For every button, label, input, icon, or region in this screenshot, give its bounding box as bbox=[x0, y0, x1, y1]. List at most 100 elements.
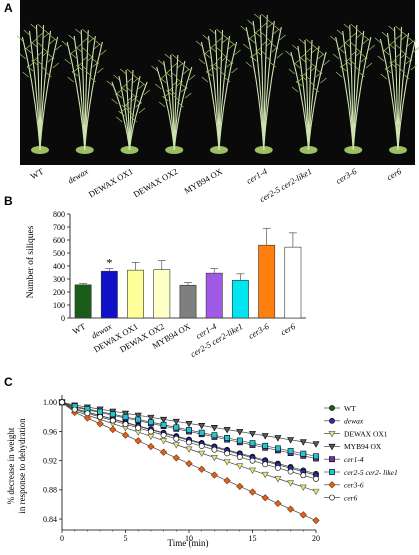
branch bbox=[81, 37, 88, 44]
branch bbox=[398, 67, 406, 74]
branch bbox=[209, 28, 216, 35]
branch bbox=[388, 40, 395, 47]
branch bbox=[323, 59, 331, 66]
branch bbox=[343, 23, 351, 30]
branch bbox=[272, 28, 280, 35]
branch bbox=[266, 22, 274, 29]
data-point bbox=[261, 494, 269, 502]
data-point bbox=[274, 476, 282, 483]
branch bbox=[119, 68, 127, 75]
data-point bbox=[185, 420, 193, 428]
branch bbox=[299, 56, 306, 63]
photo-label-4: MYB94 OX bbox=[182, 166, 224, 196]
data-point bbox=[299, 484, 307, 491]
line-y-axis-label-line1: % decrease in weight bbox=[6, 427, 16, 504]
branch bbox=[305, 38, 313, 45]
branch bbox=[394, 34, 402, 41]
branch bbox=[260, 13, 268, 20]
branch bbox=[317, 53, 324, 60]
branch bbox=[49, 38, 56, 45]
legend-marker-2 bbox=[328, 431, 336, 438]
line-x-tick-label: 0 bbox=[60, 534, 64, 543]
data-point bbox=[313, 476, 319, 482]
data-point bbox=[71, 406, 78, 413]
branch bbox=[358, 71, 365, 78]
bar-0 bbox=[74, 284, 92, 319]
legend-label-3: MYB94 OX bbox=[344, 442, 382, 451]
branch bbox=[47, 53, 55, 60]
legend-label-2: DEWAX OX1 bbox=[344, 429, 388, 438]
branch bbox=[26, 65, 34, 72]
data-point bbox=[186, 439, 192, 446]
bar-y-tick-label: 100 bbox=[53, 301, 65, 310]
stem bbox=[84, 41, 103, 151]
stem bbox=[397, 38, 417, 151]
branch bbox=[394, 43, 402, 50]
line-x-tick-label: 10 bbox=[185, 534, 193, 543]
panel-label-a: A bbox=[4, 1, 13, 15]
branch bbox=[99, 49, 107, 56]
branch bbox=[42, 47, 49, 54]
legend-label-5: cer2-5 cer2- like1 bbox=[344, 468, 398, 477]
bar-y-tick-label: 800 bbox=[53, 210, 65, 219]
branch bbox=[215, 46, 223, 53]
data-point bbox=[236, 463, 244, 470]
branch bbox=[80, 64, 88, 71]
data-point bbox=[249, 440, 256, 447]
photo-label-2: DEWAX OX1 bbox=[87, 166, 135, 199]
branch bbox=[36, 41, 44, 48]
data-point bbox=[121, 431, 130, 439]
line-x-tick-label: 5 bbox=[124, 534, 128, 543]
branch bbox=[374, 37, 382, 44]
branch bbox=[22, 71, 29, 78]
line-y-tick-label: 0.84 bbox=[43, 515, 57, 524]
branch bbox=[185, 92, 192, 99]
data-point bbox=[97, 413, 103, 420]
data-point bbox=[147, 442, 155, 451]
line-x-axis-label: Time (min) bbox=[168, 538, 209, 548]
data-point bbox=[224, 435, 230, 441]
photo-label-0: WT bbox=[29, 166, 46, 182]
branch bbox=[380, 73, 387, 80]
legend-label-4: cer1-4 bbox=[344, 455, 364, 464]
data-point bbox=[109, 425, 117, 434]
branch bbox=[210, 64, 217, 71]
branch bbox=[131, 95, 138, 102]
data-point bbox=[262, 461, 269, 468]
data-point bbox=[159, 448, 168, 456]
data-point bbox=[96, 420, 104, 428]
branch bbox=[223, 76, 231, 83]
branch bbox=[260, 31, 267, 38]
bar-x-tick-label-8: cer6 bbox=[279, 321, 298, 338]
data-point bbox=[300, 450, 307, 457]
series-2 bbox=[58, 399, 320, 496]
data-point bbox=[109, 411, 116, 418]
bar-8 bbox=[284, 246, 302, 319]
branch bbox=[173, 95, 181, 102]
branch bbox=[61, 40, 69, 47]
branch bbox=[310, 62, 318, 69]
data-point bbox=[287, 480, 295, 487]
branch bbox=[52, 62, 60, 69]
branch bbox=[180, 83, 188, 90]
data-point bbox=[59, 399, 65, 406]
branch bbox=[291, 86, 299, 93]
data-point bbox=[172, 442, 180, 449]
branch bbox=[92, 58, 100, 65]
branch bbox=[205, 70, 213, 77]
branch bbox=[221, 37, 229, 44]
branch bbox=[304, 74, 311, 81]
line-x-tick-label: 15 bbox=[249, 534, 257, 543]
dehydration-line-chart: % decrease in weight in response to dehy… bbox=[6, 395, 398, 548]
data-point bbox=[172, 418, 180, 426]
data-point bbox=[122, 413, 129, 420]
data-point bbox=[261, 433, 269, 440]
data-point bbox=[185, 446, 193, 453]
branch bbox=[40, 65, 48, 72]
bars: * bbox=[74, 227, 302, 319]
branch bbox=[299, 53, 306, 60]
branch bbox=[343, 38, 351, 45]
branch bbox=[165, 71, 172, 78]
branch bbox=[298, 38, 306, 45]
branch bbox=[253, 28, 261, 35]
